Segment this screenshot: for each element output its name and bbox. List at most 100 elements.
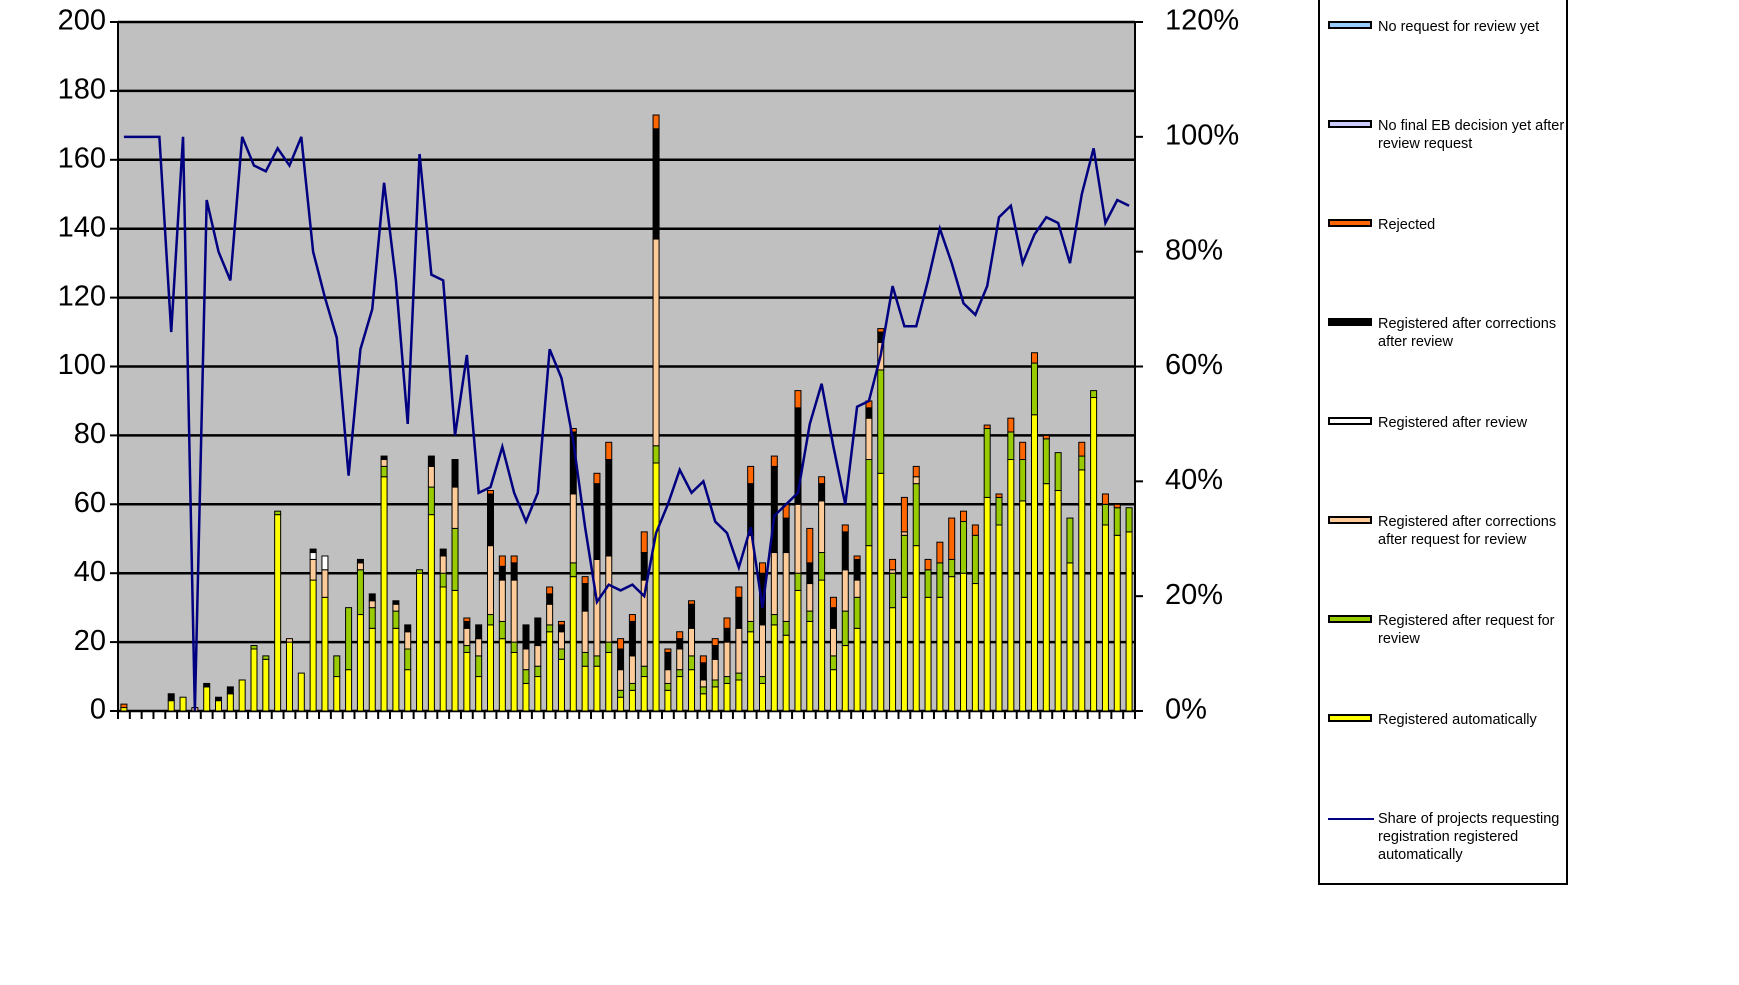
bar-segment — [770, 552, 778, 616]
bar-segment — [735, 586, 743, 598]
bar-segment — [605, 641, 613, 653]
bar-segment — [711, 679, 719, 688]
bar-segment — [617, 648, 625, 671]
bar-segment — [1054, 452, 1062, 492]
bar-segment — [309, 558, 317, 581]
bar-segment — [688, 603, 696, 629]
y-tick-label: 40 — [74, 556, 106, 588]
bar-segment — [640, 552, 648, 581]
bar-segment — [1054, 490, 1062, 712]
bar-segment — [557, 620, 565, 626]
bar-segment — [534, 665, 542, 678]
bar-segment — [463, 617, 471, 622]
y2-tick-label: 60% — [1165, 349, 1223, 381]
bar-segment — [179, 696, 187, 712]
bar-segment — [865, 417, 873, 461]
bar-segment — [699, 679, 707, 688]
bar-segment — [498, 555, 506, 567]
bar-segment — [487, 624, 495, 712]
bar-segment — [463, 627, 471, 647]
bar-segment — [250, 648, 258, 712]
bar-segment — [1030, 414, 1038, 712]
bar-segment — [971, 524, 979, 536]
bar-segment — [404, 631, 412, 650]
bar-segment — [368, 593, 376, 602]
bar-segment — [510, 562, 518, 581]
bar-segment — [416, 569, 424, 574]
bar-segment — [605, 651, 613, 712]
bar-segment — [900, 496, 908, 533]
bar-segment — [829, 669, 837, 712]
bar-segment — [877, 369, 885, 474]
bar-segment — [865, 459, 873, 547]
bar-segment — [1019, 441, 1027, 461]
y2-tick-label: 120% — [1165, 5, 1239, 37]
bar-segment — [498, 565, 506, 581]
bar-segment — [522, 624, 530, 650]
legend-swatch — [1328, 714, 1372, 722]
y-tick-label: 140 — [58, 211, 106, 243]
bar-segment — [676, 676, 684, 712]
bar-segment — [782, 552, 790, 622]
bar-segment — [120, 707, 128, 712]
bar-segment — [439, 548, 447, 557]
bar-segment — [1113, 507, 1121, 536]
bar-segment — [877, 328, 885, 333]
legend-label: Registered after request for review — [1378, 613, 1555, 647]
bar-segment — [238, 679, 246, 712]
legend-label: Registered after corrections after reque… — [1378, 514, 1557, 548]
legend-swatch — [1328, 516, 1372, 524]
y-tick-label: 60 — [74, 487, 106, 519]
bar-segment — [983, 424, 991, 430]
bar-segment — [688, 655, 696, 671]
bar-segment — [829, 655, 837, 671]
bar-segment — [853, 579, 861, 598]
bar-segment — [640, 676, 648, 712]
bar-segment — [841, 645, 849, 712]
bar-segment — [581, 576, 589, 585]
bar-segment — [853, 627, 861, 712]
y2-tick-label: 80% — [1165, 234, 1223, 266]
bar-segment — [439, 586, 447, 712]
bar-segment — [806, 610, 814, 622]
bar-segment — [723, 617, 731, 629]
bar-segment — [475, 624, 483, 640]
bar-segment — [806, 583, 814, 612]
legend-swatch — [1328, 219, 1372, 227]
bar-segment — [404, 624, 412, 633]
bar-segment — [557, 648, 565, 660]
bar-segment — [203, 686, 211, 712]
bar-segment — [960, 572, 968, 712]
bar-segment — [1090, 390, 1098, 399]
bar-segment — [309, 552, 317, 560]
bar-segment — [380, 465, 388, 478]
bar-segment — [711, 645, 719, 660]
bar-segment — [522, 682, 530, 712]
bar-segment — [794, 589, 802, 712]
bar-segment — [758, 624, 766, 678]
bar-segment — [333, 655, 341, 678]
bar-segment — [487, 493, 495, 547]
bar-segment — [1125, 507, 1133, 533]
bar-segment — [581, 583, 589, 612]
bar-segment — [853, 558, 861, 581]
bar-segment — [534, 676, 542, 712]
bar-segment — [404, 669, 412, 712]
bar-segment — [380, 455, 388, 461]
bar-segment — [948, 576, 956, 712]
bar-segment — [368, 607, 376, 629]
bar-segment — [924, 558, 932, 571]
bar-segment — [368, 600, 376, 609]
bar-segment — [806, 620, 814, 712]
bar-segment — [841, 569, 849, 612]
legend-swatch — [1328, 120, 1372, 128]
legend-label: Registered after corrections after revie… — [1378, 316, 1557, 350]
bar-segment — [723, 641, 731, 678]
y2-tick-label: 100% — [1165, 119, 1239, 151]
bar-segment — [356, 558, 364, 564]
bar-segment — [546, 593, 554, 605]
bar-segment — [628, 682, 636, 691]
bar-segment — [617, 689, 625, 698]
bar-segment — [557, 624, 565, 633]
bar-segment — [463, 645, 471, 653]
